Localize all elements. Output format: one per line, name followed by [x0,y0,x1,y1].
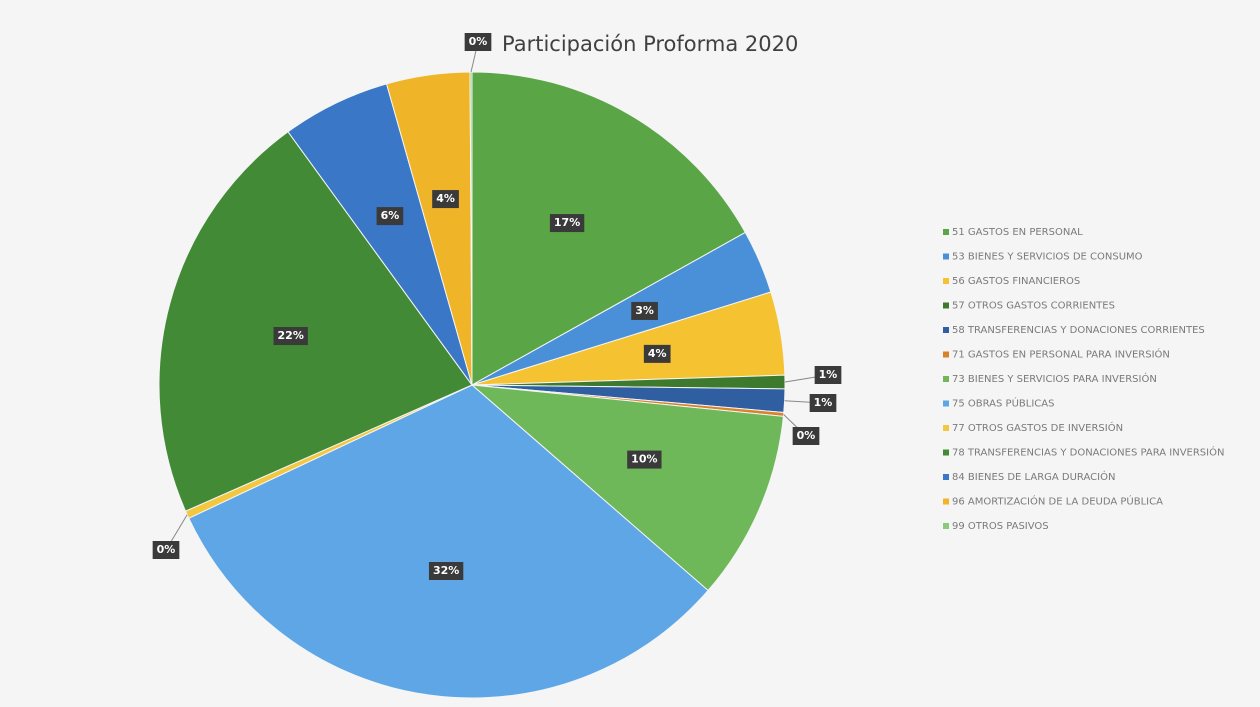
data-label-box [464,33,492,51]
legend-swatch [943,229,949,235]
data-label-text: 0% [469,35,488,48]
data-label-box [809,394,837,412]
legend-label: 51 GASTOS EN PERSONAL [952,227,1083,238]
data-label: 4% [643,344,671,363]
legend-swatch [943,498,949,505]
data-label: 1% [809,394,837,412]
pie-slice [469,71,473,386]
data-label-box [376,207,404,226]
data-label-box [814,366,842,384]
data-label-text: 4% [648,347,667,360]
data-label-text: 22% [278,329,304,342]
legend-swatch [943,523,949,529]
data-label-text: 4% [436,192,455,205]
data-label-text: 3% [635,304,654,317]
legend-swatch [943,278,949,284]
data-label-box [549,214,585,233]
data-label-text: 1% [819,368,838,381]
legend-swatch [943,253,949,260]
data-label: 32% [428,562,464,581]
data-label-box [152,541,180,559]
data-label: 3% [631,301,658,320]
data-label: 17% [549,214,585,233]
legend-swatch [943,376,949,382]
legend-label: 96 AMORTIZACIÓN DE LA DEUDA PÚBLICA [952,495,1163,508]
legend-swatch [943,474,949,480]
legend-label: 57 OTROS GASTOS CORRIENTES [952,301,1115,312]
data-label-text: 1% [814,396,833,409]
data-label: 0% [152,541,180,559]
legend-swatch [943,449,949,456]
pie-slice [470,384,784,592]
data-label: 10% [627,450,662,469]
legend-swatch [943,351,949,358]
legend-label: 56 GASTOS FINANCIEROS [952,276,1080,287]
data-label-box [792,427,820,445]
chart-title: Participación Proforma 2020 [502,32,798,56]
data-label-box [432,190,459,209]
legend-swatch [943,327,949,333]
data-label-text: 0% [157,543,176,556]
data-label-text: 32% [433,564,459,577]
data-label-box [428,562,464,581]
legend-label: 78 TRANSFERENCIAS Y DONACIONES PARA INVE… [952,446,1224,459]
legend-swatch [943,425,949,431]
data-label-text: 0% [797,429,816,442]
legend-label: 99 OTROS PASIVOS [952,521,1049,532]
legend-swatch [943,302,949,309]
data-label: 22% [273,327,308,346]
legend-label: 73 BIENES Y SERVICIOS PARA INVERSIÓN [952,372,1157,385]
data-label: 4% [432,190,459,209]
legend-swatch [943,400,949,407]
legend-label: 71 GASTOS EN PERSONAL PARA INVERSIÓN [952,348,1170,361]
legend-label: 58 TRANSFERENCIAS Y DONACIONES CORRIENTE… [952,325,1205,336]
data-label-box [643,344,671,363]
pie-slice [471,71,747,386]
legend-label: 84 BIENES DE LARGA DURACIÓN [952,470,1115,483]
data-label-text: 6% [381,209,400,222]
data-label-box [273,327,308,346]
data-label-text: 17% [554,216,580,229]
data-label: 0% [464,33,492,51]
data-label: 1% [814,366,842,384]
pie-slice [158,131,473,512]
legend-label: 75 OBRAS PÚBLICAS [952,397,1054,410]
pie-slice [188,384,709,699]
legend-label: 53 BIENES Y SERVICIOS DE CONSUMO [952,252,1143,263]
data-label-box [627,450,662,469]
data-label-text: 10% [631,453,657,466]
legend-label: 77 OTROS GASTOS DE INVERSIÓN [952,421,1123,434]
data-label: 0% [792,427,820,445]
data-label: 6% [376,207,404,226]
data-label-box [631,301,658,320]
